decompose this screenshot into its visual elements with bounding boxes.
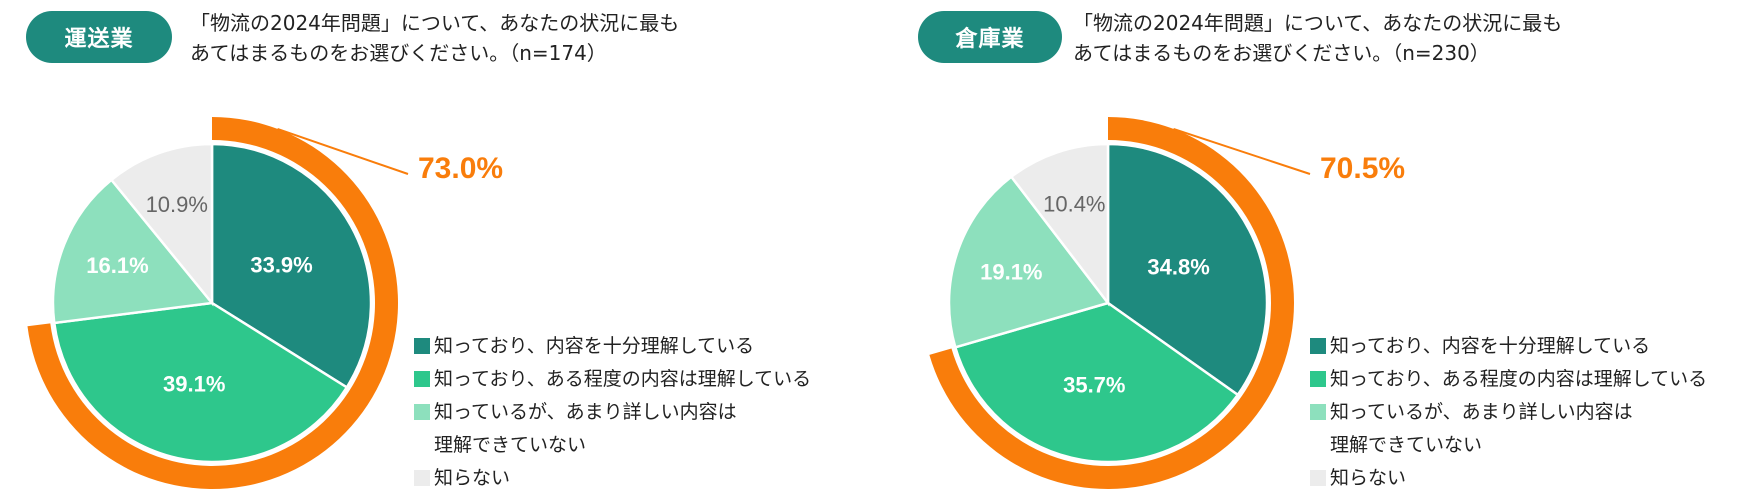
- legend-swatch: [414, 371, 430, 387]
- legend-item: 知っており、ある程度の内容は理解している: [1310, 363, 1707, 396]
- legend-label: 知っているが、あまり詳しい内容は 理解できていない: [1330, 401, 1633, 456]
- question-line-2: あてはまるものをお選びください。（n=230）: [1073, 41, 1490, 65]
- legend-label: 知らない: [434, 467, 511, 489]
- industry-badge: 運送業: [26, 11, 172, 63]
- legend-item: 知っており、内容を十分理解している: [1310, 330, 1707, 363]
- legend-item: 知っており、内容を十分理解している: [414, 330, 811, 363]
- legend-swatch: [414, 470, 430, 486]
- legend-label: 知らない: [1330, 467, 1407, 489]
- pie-slice: [953, 301, 1240, 464]
- legend-swatch: [1310, 371, 1326, 387]
- legend-swatch: [1310, 470, 1326, 486]
- legend-label: 知っており、内容を十分理解している: [1330, 335, 1651, 357]
- question-line-2: あてはまるものをお選びください。（n=174）: [190, 41, 607, 65]
- legend-item: 知らない: [414, 462, 811, 495]
- slice-label: 10.4%: [1043, 192, 1105, 217]
- pie-slice: [947, 175, 1111, 349]
- pie-chart: 73.0% 33.9% 39.1% 16.1% 10.9%: [27, 117, 503, 489]
- legend-label: 知っており、内容を十分理解している: [434, 335, 755, 357]
- legend-swatch: [1310, 404, 1326, 420]
- legend-label: 知っているが、あまり詳しい内容は 理解できていない: [434, 401, 737, 456]
- legend-label: 知っており、ある程度の内容は理解している: [434, 368, 812, 390]
- pie-chart: 70.5% 34.8% 35.7% 19.1% 10.4%: [929, 117, 1405, 489]
- industry-badge: 倉庫業: [918, 11, 1062, 63]
- slice-label: 34.8%: [1147, 254, 1209, 279]
- leader-line: [277, 127, 409, 175]
- pie-slice: [51, 178, 215, 325]
- panel-transport: 運送業 「物流の2024年問題」について、あなたの状況に最も あてはまるものをお…: [0, 0, 880, 501]
- legend-label: 知っており、ある程度の内容は理解している: [1330, 368, 1708, 390]
- legend-swatch: [414, 338, 430, 354]
- legend-item: 知っているが、あまり詳しい内容は 理解できていない: [414, 396, 811, 462]
- question-text: 「物流の2024年問題」について、あなたの状況に最も あてはまるものをお選びくだ…: [1073, 8, 1673, 68]
- slice-label: 10.9%: [146, 192, 208, 217]
- legend-item: 知らない: [1310, 462, 1707, 495]
- question-line-1: 「物流の2024年問題」について、あなたの状況に最も: [1073, 11, 1563, 35]
- pie-slice: [1106, 142, 1269, 397]
- legend-swatch: [1310, 338, 1326, 354]
- slice-label: 39.1%: [163, 372, 225, 397]
- pie-slice: [1009, 142, 1110, 307]
- question-line-1: 「物流の2024年問題」について、あなたの状況に最も: [190, 11, 680, 35]
- legend-item: 知っているが、あまり詳しい内容は 理解できていない: [1310, 396, 1707, 462]
- legend-swatch: [414, 404, 430, 420]
- question-text: 「物流の2024年問題」について、あなたの状況に最も あてはまるものをお選びくだ…: [190, 8, 790, 68]
- slice-label: 19.1%: [980, 259, 1042, 284]
- total-label: 70.5%: [1320, 152, 1405, 185]
- pie-slice: [109, 142, 214, 307]
- legend: 知っており、内容を十分理解している 知っており、ある程度の内容は理解している 知…: [414, 330, 811, 495]
- leader-line: [1173, 127, 1311, 175]
- legend: 知っており、内容を十分理解している 知っており、ある程度の内容は理解している 知…: [1310, 330, 1707, 495]
- slice-label: 35.7%: [1063, 373, 1125, 398]
- panel-warehouse: 倉庫業 「物流の2024年問題」について、あなたの状況に最も あてはまるものをお…: [880, 0, 1760, 501]
- total-label: 73.0%: [418, 152, 503, 185]
- legend-item: 知っており、ある程度の内容は理解している: [414, 363, 811, 396]
- slice-label: 16.1%: [86, 253, 148, 278]
- slice-label: 33.9%: [250, 252, 312, 277]
- pie-slice: [52, 301, 349, 464]
